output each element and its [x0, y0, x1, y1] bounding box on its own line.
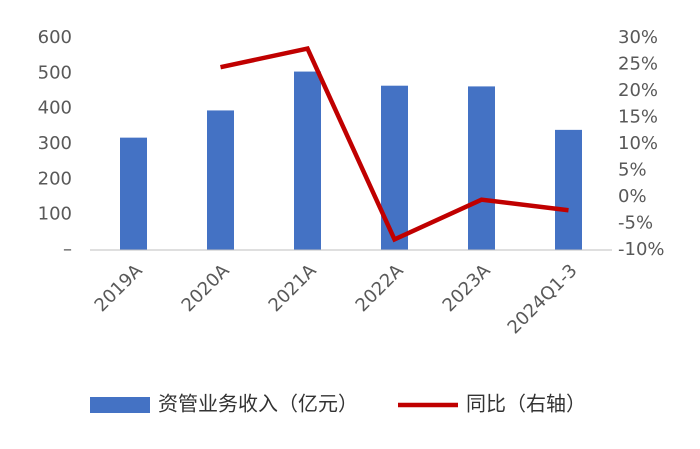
x-tick-label: 2021A [265, 260, 321, 316]
line [220, 46, 569, 243]
y2-tick-label: 5% [618, 160, 647, 181]
y-tick-label: 400 [38, 98, 72, 119]
bar [381, 85, 408, 250]
x-tick-label: 2019A [91, 260, 147, 316]
legend-label: 资管业务收入（亿元） [158, 392, 358, 416]
bar [120, 137, 147, 250]
bar [555, 129, 582, 250]
y2-tick-label: 15% [618, 107, 658, 128]
y2-tick-label: 20% [618, 80, 658, 101]
y2-tick-label: 0% [618, 186, 647, 207]
y-tick-label: 500 [38, 62, 72, 83]
y2-tick-label: 10% [618, 133, 658, 154]
legend-swatch [90, 397, 150, 413]
y-tick-label: – [63, 239, 72, 260]
x-tick-label: 2023A [439, 260, 495, 316]
legend-label: 同比（右轴） [466, 392, 586, 416]
bar [468, 86, 495, 250]
x-tick-label: 2022A [352, 260, 408, 316]
y2-tick-label: 25% [618, 54, 658, 75]
y2-tick-label: 30% [618, 27, 658, 48]
y-tick-label: 300 [38, 133, 72, 154]
bar [294, 71, 321, 250]
y2-tick-label: -10% [618, 239, 665, 260]
y-tick-label: 600 [38, 27, 72, 48]
x-tick-label: 2024Q1-3 [504, 260, 582, 338]
bar [207, 110, 234, 250]
x-tick-label: 2020A [178, 260, 234, 316]
y-tick-label: 200 [38, 168, 72, 189]
y-tick-label: 100 [38, 204, 72, 225]
y2-tick-label: -5% [618, 213, 653, 234]
